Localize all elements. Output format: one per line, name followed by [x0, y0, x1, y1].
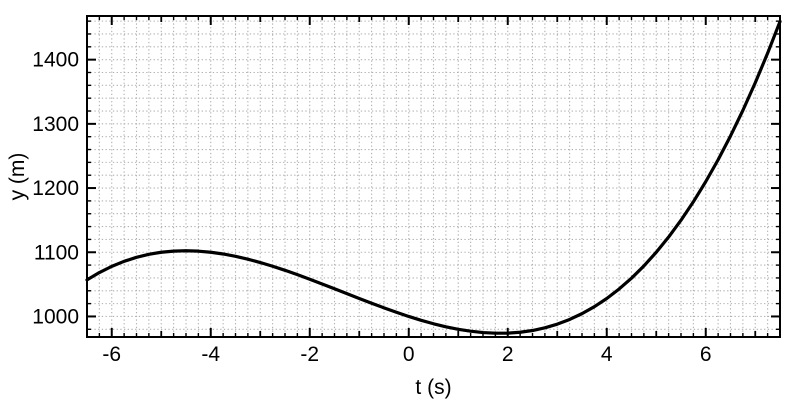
x-tick-label: 6 — [700, 343, 712, 366]
tick-labels: -6 -4 -2 0 2 4 6 1000 1100 1200 1300 1400 — [32, 49, 711, 366]
x-tick-label: -4 — [201, 343, 220, 366]
data-curve — [85, 19, 782, 335]
y-axis-label: y (m) — [6, 153, 29, 201]
x-tick-label: 0 — [403, 343, 415, 366]
y-tick-label: 1000 — [32, 305, 79, 328]
x-tick-label: -6 — [102, 343, 121, 366]
minor-grid — [87, 16, 780, 337]
y-tick-label: 1200 — [32, 177, 79, 200]
y-tick-label: 1400 — [32, 49, 79, 72]
y-tick-label: 1100 — [34, 241, 79, 264]
x-tick-label: 2 — [502, 343, 514, 366]
y-tick-label: 1300 — [32, 113, 79, 136]
x-tick-label: 4 — [601, 343, 613, 366]
x-tick-label: -2 — [300, 343, 319, 366]
x-axis-label: t (s) — [415, 376, 451, 399]
plot-frame — [86, 15, 781, 338]
